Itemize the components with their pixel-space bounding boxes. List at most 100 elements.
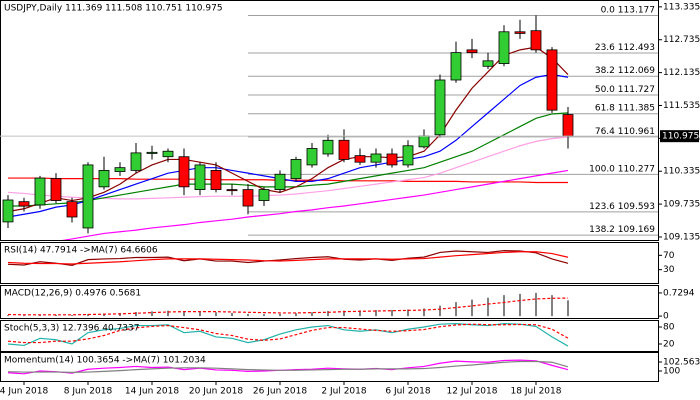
panel-1 [7, 250, 569, 266]
indicator-line [7, 251, 569, 265]
panel-title: RSI(14) 47.7914 ->MA(7) 64.6606 [4, 246, 158, 256]
candle-body [498, 31, 510, 64]
fib-price: 110.277 [618, 164, 655, 174]
panel-3 [7, 322, 569, 347]
y-tick-label: 70 [663, 251, 675, 261]
x-tick-label: 12 Jul 2018 [447, 387, 498, 397]
candle-body [562, 114, 574, 137]
candle-body [434, 79, 446, 136]
candle-body [354, 155, 366, 163]
candle-body [530, 30, 542, 51]
fib-level: 50.0 [595, 84, 615, 94]
fib-label: 23.6 112.493 [595, 42, 655, 52]
fib-level: 123.6 [589, 201, 615, 211]
current-price-label: 110.975 [662, 132, 699, 142]
fib-price: 109.593 [618, 201, 655, 211]
candle-body [130, 152, 142, 171]
candle-body [114, 167, 126, 172]
y-tick-label: 113.335 [663, 2, 700, 12]
candle-body [290, 159, 302, 180]
fib-level: 23.6 [595, 42, 615, 52]
candle-body [322, 139, 334, 155]
fib-price: 109.169 [618, 225, 655, 235]
fib-price: 111.385 [618, 103, 655, 113]
fib-label: 61.8 111.385 [595, 103, 655, 113]
y-tick-label: 112.135 [663, 68, 700, 78]
fib-label: 0.0 113.177 [601, 5, 655, 15]
fib-price: 112.069 [618, 66, 655, 76]
fib-price: 111.727 [618, 84, 655, 94]
fib-level: 38.2 [595, 66, 615, 76]
indicator-line [7, 322, 569, 347]
candle-body [450, 52, 462, 81]
y-tick-label: 111.535 [663, 101, 700, 111]
panel-title: Stoch(5,3,3) 12.7396 40.7337 [4, 324, 139, 334]
indicator-line [8, 112, 569, 207]
candle-body [146, 151, 158, 154]
y-tick-label: 100 [663, 366, 680, 376]
panel-0: 0.0 113.177 23.6 112.493 38.2 112.069 50.0 … [2, 5, 658, 240]
candle-body [194, 164, 206, 190]
y-tick-label: 109.735 [663, 200, 700, 210]
fib-level: 0.0 [601, 5, 616, 15]
y-tick-label: 110.335 [663, 167, 700, 177]
x-tick-label: 6 Jul 2018 [385, 387, 430, 397]
y-tick-label: 20 [663, 340, 675, 350]
x-tick-label: 14 Jun 2018 [125, 387, 179, 397]
candle-body [98, 170, 110, 188]
fib-level: 138.2 [589, 225, 615, 235]
candle-body [210, 170, 222, 190]
candle-body [18, 201, 30, 207]
fib-label: 138.2 109.169 [589, 225, 655, 235]
panel-title: Momentum(14) 100.3654 ->MA(7) 101.2034 [4, 356, 206, 366]
y-tick-label: 0 [663, 312, 669, 322]
x-tick-label: 2 Jul 2018 [321, 387, 366, 397]
indicator-line [62, 169, 569, 240]
fib-level: 76.4 [595, 126, 615, 136]
panel-frame [0, 285, 659, 319]
y-tick-label: 112.735 [663, 35, 700, 45]
panel-frame [0, 320, 659, 352]
candle-body [546, 49, 558, 111]
x-tick-label: 20 Jun 2018 [189, 387, 243, 397]
indicator-line [7, 323, 569, 344]
candle-body [370, 153, 382, 163]
candle-body [162, 150, 174, 158]
candle-body [66, 201, 78, 218]
fib-level: 61.8 [595, 103, 615, 113]
panel-title: USDJPY,Daily 111.369 111.508 110.751 110… [4, 4, 223, 14]
candle-body [226, 189, 238, 192]
current-price-box [660, 130, 699, 143]
panel-frame [0, 242, 659, 284]
candle-body [514, 31, 526, 34]
x-tick-label: 8 Jun 2018 [64, 387, 113, 397]
x-tick-label: 4 Jun 2018 [0, 387, 48, 397]
candle-body [306, 148, 318, 166]
y-tick-label: 102.5635 [663, 357, 700, 367]
fib-level: 100.0 [589, 164, 615, 174]
x-tick-label: 26 Jun 2018 [253, 387, 307, 397]
candle-body [50, 178, 62, 201]
candle-body [242, 189, 254, 207]
y-tick-label: 109.135 [663, 232, 700, 242]
candle-body [2, 199, 14, 223]
indicator-line [7, 250, 569, 266]
indicator-line [7, 73, 569, 218]
indicator-line [7, 46, 569, 213]
candle-body [274, 173, 286, 190]
panel-title: MACD(12,26,9) 0.4976 0.5681 [4, 289, 141, 299]
candle-body [82, 164, 94, 229]
fib-label: 76.4 110.961 [595, 126, 655, 136]
candle-body [338, 139, 350, 160]
fib-label: 50.0 111.727 [595, 84, 655, 94]
candle-body [466, 49, 478, 54]
candle-body [386, 153, 398, 166]
y-tick-label: 0.7294 [663, 288, 695, 298]
candle-body [482, 60, 494, 67]
fib-price: 110.961 [618, 126, 655, 136]
panel-2 [7, 292, 569, 317]
indicator-line [7, 297, 569, 316]
candle-body [402, 145, 414, 166]
